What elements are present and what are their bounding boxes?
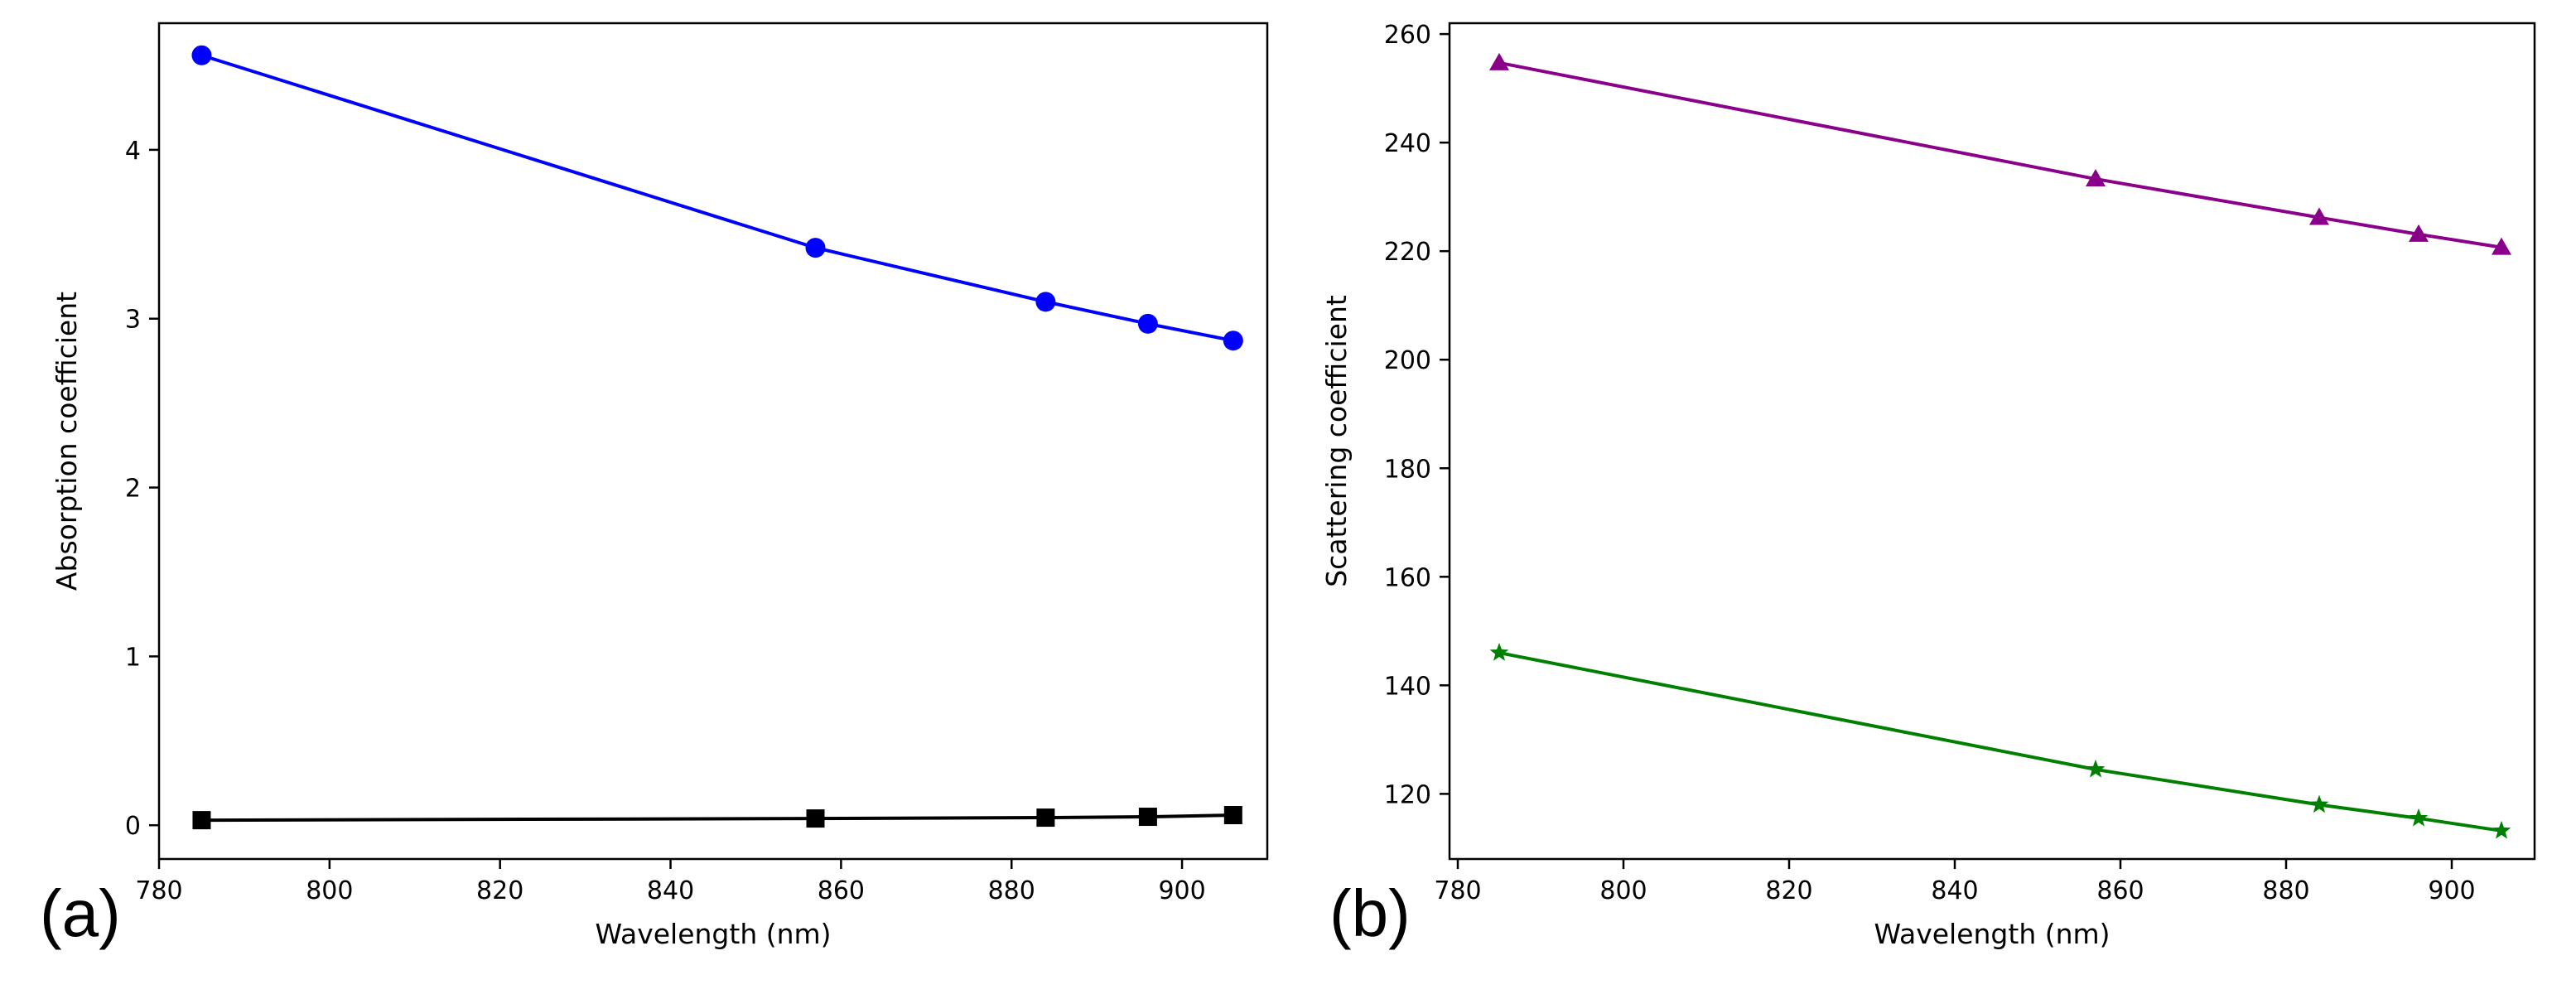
x-tick-label: 880 xyxy=(988,876,1035,905)
panel-b-axes-frame xyxy=(1448,22,2536,861)
y-tick-label: 4 xyxy=(125,137,141,166)
y-tick-label: 260 xyxy=(1384,21,1431,50)
panel-b-label: (b) xyxy=(1329,876,1411,950)
data-point-absorption-blue xyxy=(1137,313,1158,334)
y-tick-label: 0 xyxy=(125,812,141,841)
y-tick-label: 140 xyxy=(1384,672,1431,701)
x-tick-label: 780 xyxy=(1434,876,1481,905)
data-point-scattering-green xyxy=(2086,759,2106,778)
data-point-absorption-blue xyxy=(1223,331,1243,351)
x-tick-label: 780 xyxy=(135,876,182,905)
x-tick-label: 880 xyxy=(2262,876,2309,905)
panel-a-label: (a) xyxy=(40,876,121,950)
panel-b-plot-area xyxy=(1489,52,2511,839)
data-point-scattering-purple xyxy=(2086,169,2106,187)
data-point-scattering-purple xyxy=(1489,52,1509,70)
y-tick-label: 240 xyxy=(1384,129,1431,158)
series-scattering-purple xyxy=(1489,52,2511,255)
panel-a-y-axis-label: Absorption coefficient xyxy=(51,292,83,591)
data-point-absorption-black xyxy=(1223,806,1242,825)
data-point-absorption-black xyxy=(806,809,825,828)
panel-a-axes-frame xyxy=(157,22,1269,861)
data-point-scattering-purple xyxy=(2492,237,2511,255)
data-point-absorption-black xyxy=(1036,808,1055,828)
data-point-absorption-blue xyxy=(191,45,212,65)
panel-a-plot-area xyxy=(191,45,1243,830)
y-tick-label: 200 xyxy=(1384,346,1431,375)
panel-a-x-ticks: 780 800 820 840 860 880 900 xyxy=(135,859,1206,905)
x-tick-label: 820 xyxy=(1765,876,1812,905)
x-tick-label: 900 xyxy=(2428,876,2475,905)
x-tick-label: 860 xyxy=(2096,876,2144,905)
x-tick-label: 900 xyxy=(1158,876,1205,905)
x-tick-label: 840 xyxy=(1931,876,1978,905)
panel-b-y-axis-label: Scattering coefficient xyxy=(1320,295,1353,587)
data-point-scattering-purple xyxy=(2309,207,2329,225)
panel-b-scattering: 780 800 820 840 860 880 900 120 140 160 180 200 220… xyxy=(1320,21,2536,950)
y-tick-label: 1 xyxy=(125,643,141,672)
data-point-scattering-purple xyxy=(2409,224,2429,242)
series-scattering-green xyxy=(1489,643,2511,839)
y-tick-label: 3 xyxy=(125,306,141,335)
data-point-scattering-green xyxy=(2492,820,2511,839)
series-line-scattering-purple xyxy=(1498,60,2502,249)
y-tick-label: 160 xyxy=(1384,563,1431,592)
panel-a-y-ticks: 0 1 2 3 4 xyxy=(125,137,159,841)
panel-b-x-axis-label: Wavelength (nm) xyxy=(1874,918,2110,950)
x-tick-label: 820 xyxy=(476,876,523,905)
data-point-absorption-black xyxy=(192,811,211,830)
x-tick-label: 840 xyxy=(647,876,694,905)
series-absorption-black xyxy=(192,806,1242,830)
y-tick-label: 2 xyxy=(125,475,141,504)
data-point-absorption-black xyxy=(1138,808,1157,827)
data-point-scattering-green xyxy=(2309,794,2329,813)
x-tick-label: 800 xyxy=(306,876,353,905)
y-tick-label: 180 xyxy=(1384,455,1431,484)
series-line-absorption-black xyxy=(201,813,1233,823)
series-line-absorption-blue xyxy=(200,53,1234,343)
data-point-absorption-blue xyxy=(805,238,826,258)
x-tick-label: 860 xyxy=(818,876,865,905)
x-tick-label: 800 xyxy=(1599,876,1647,905)
data-point-scattering-green xyxy=(1489,643,1509,661)
data-point-scattering-green xyxy=(2409,808,2429,827)
data-point-absorption-blue xyxy=(1035,292,1056,312)
panel-a-x-axis-label: Wavelength (nm) xyxy=(595,918,831,950)
series-line-scattering-green xyxy=(1498,651,2502,832)
panel-a-absorption: 780 800 820 840 860 880 900 0 1 2 3 4 Wavelength (… xyxy=(40,22,1269,950)
panel-b-y-ticks: 120 140 160 180 200 220 240 260 xyxy=(1384,21,1450,809)
y-tick-label: 220 xyxy=(1384,238,1431,267)
panel-b-x-ticks: 780 800 820 840 860 880 900 xyxy=(1434,859,2476,905)
y-tick-label: 120 xyxy=(1384,780,1431,809)
series-absorption-blue xyxy=(191,45,1243,351)
